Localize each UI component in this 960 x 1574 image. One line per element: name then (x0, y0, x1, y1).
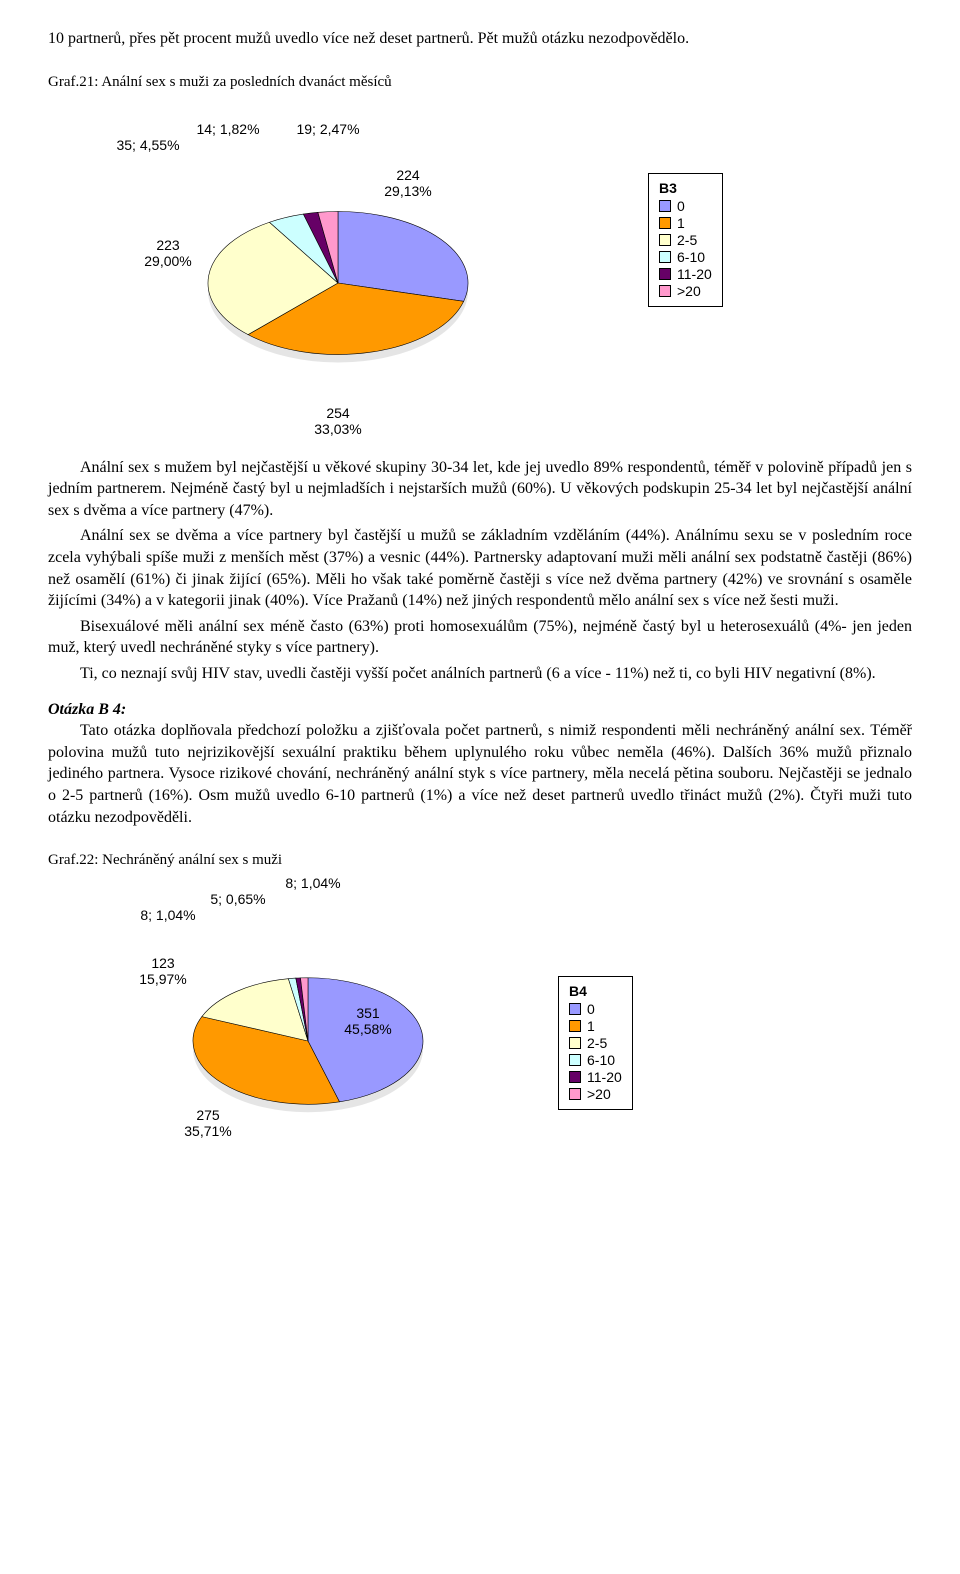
chart2-title: Graf.22: Nechráněný anální sex s muži (48, 852, 912, 869)
question-b4-block: Otázka B 4: Tato otázka doplňovala předc… (48, 699, 912, 829)
pie-slice-label: 14; 1,82% (196, 121, 259, 137)
pie-slice-label: 12315,97% (139, 955, 186, 987)
pie-slice-label: 22429,13% (384, 167, 431, 199)
legend-label: >20 (587, 1086, 611, 1102)
question-b4-heading: Otázka B 4: (48, 701, 126, 718)
legend-item: 11-20 (659, 266, 712, 282)
legend-label: 6-10 (677, 249, 705, 265)
legend-swatch-icon (569, 1037, 581, 1049)
legend-swatch-icon (659, 268, 671, 280)
pie-slice-label: 27535,71% (184, 1107, 231, 1139)
legend-label: 2-5 (677, 232, 697, 248)
legend-label: 11-20 (587, 1069, 622, 1085)
legend-item: 2-5 (659, 232, 712, 248)
question-b4-text: Tato otázka doplňovala předchozí položku… (48, 720, 912, 828)
chart-legend: B3 012-56-1011-20>20 (648, 173, 723, 307)
legend-swatch-icon (569, 1020, 581, 1032)
legend-swatch-icon (659, 234, 671, 246)
legend-label: >20 (677, 283, 701, 299)
legend-swatch-icon (659, 285, 671, 297)
legend-swatch-icon (659, 251, 671, 263)
chart1-pie: 22429,13%25433,03%22329,00%35; 4,55%14; … (48, 93, 828, 433)
intro-paragraph: 10 partnerů, přes pět procent mužů uvedl… (48, 28, 912, 50)
legend-swatch-icon (569, 1088, 581, 1100)
legend-item: 2-5 (569, 1035, 622, 1051)
legend-swatch-icon (569, 1054, 581, 1066)
legend-label: 1 (677, 215, 685, 231)
legend-title: B3 (659, 180, 712, 196)
legend-swatch-icon (659, 200, 671, 212)
legend-item: 6-10 (659, 249, 712, 265)
pie-slice-label: 8; 1,04% (285, 875, 340, 891)
chart-legend: B4 012-56-1011-20>20 (558, 976, 633, 1110)
legend-swatch-icon (659, 217, 671, 229)
legend-title: B4 (569, 983, 622, 999)
legend-label: 6-10 (587, 1052, 615, 1068)
legend-item: >20 (659, 283, 712, 299)
pie-slice-label: 19; 2,47% (296, 121, 359, 137)
pie-slice-label: 35145,58% (344, 1005, 391, 1037)
body-para-4: Ti, co neznají svůj HIV stav, uvedli čas… (48, 663, 912, 685)
pie-slice-label: 22329,00% (144, 237, 191, 269)
legend-item: 6-10 (569, 1052, 622, 1068)
chart1-title: Graf.21: Anální sex s muži za posledních… (48, 74, 912, 91)
pie-slice-label: 5; 0,65% (210, 891, 265, 907)
legend-item: >20 (569, 1086, 622, 1102)
body-para-1: Anální sex s mužem byl nejčastější u věk… (48, 457, 912, 522)
pie-slice-label: 35; 4,55% (116, 137, 179, 153)
legend-label: 0 (587, 1001, 595, 1017)
legend-item: 0 (569, 1001, 622, 1017)
pie-slice-label: 25433,03% (314, 405, 361, 437)
legend-label: 2-5 (587, 1035, 607, 1051)
body-para-3: Bisexuálové měli anální sex méně často (… (48, 616, 912, 659)
body-para-2: Anální sex se dvěma a více partnery byl … (48, 525, 912, 611)
legend-swatch-icon (569, 1003, 581, 1015)
pie-slice-label: 8; 1,04% (140, 907, 195, 923)
legend-item: 11-20 (569, 1069, 622, 1085)
legend-item: 0 (659, 198, 712, 214)
legend-label: 11-20 (677, 266, 712, 282)
legend-label: 0 (677, 198, 685, 214)
legend-item: 1 (569, 1018, 622, 1034)
legend-label: 1 (587, 1018, 595, 1034)
legend-swatch-icon (569, 1071, 581, 1083)
chart2-pie: 35145,58% 27535,71% 12315,97% 8; 1,04% 5; 0,… (48, 871, 828, 1151)
legend-item: 1 (659, 215, 712, 231)
